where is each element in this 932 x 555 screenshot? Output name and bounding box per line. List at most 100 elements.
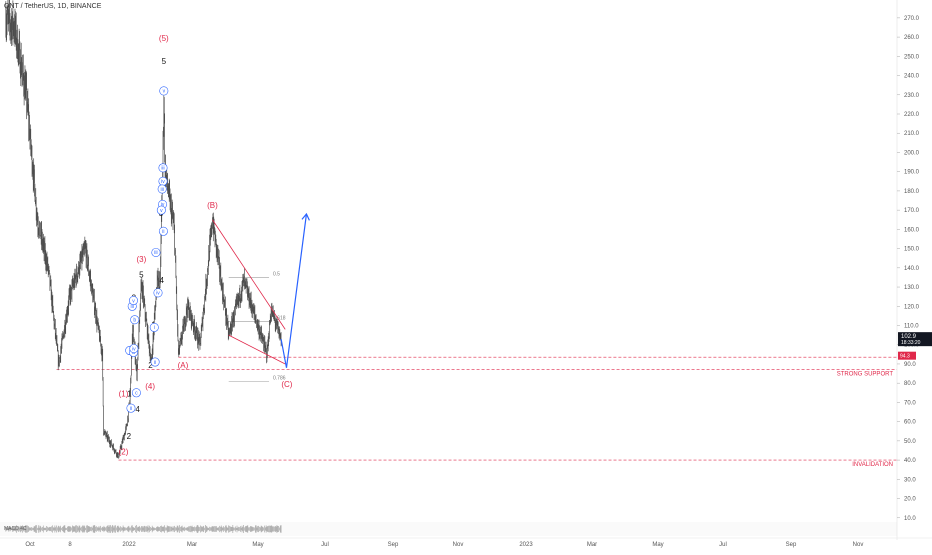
circled-wave-label: iii (154, 250, 157, 256)
wedge-line (212, 219, 286, 330)
circled-wave-label: iv (132, 346, 136, 352)
y-tick-label: 190.0 (904, 170, 920, 176)
x-tick-label: Nov (853, 542, 864, 548)
x-tick-label: Jul (719, 542, 727, 548)
circled-wave-label: iii (160, 187, 163, 193)
x-tick-label: 8 (68, 542, 72, 548)
y-tick-label: 110.0 (904, 324, 919, 330)
circled-wave-marker (129, 344, 139, 354)
level-label: STRONG SUPPORT (837, 372, 894, 378)
circled-wave-marker (130, 315, 140, 325)
circled-wave-marker (156, 205, 166, 215)
circled-wave-label: iv (161, 179, 165, 185)
circled-wave-label: iii (161, 166, 164, 172)
y-tick-label: 150.0 (904, 247, 920, 253)
wave-label: (C) (281, 380, 292, 389)
circled-wave-label: v (163, 89, 166, 95)
wave-label: (3) (136, 255, 146, 264)
y-tick-label: 220.0 (904, 112, 920, 118)
x-tick-label: Jul (321, 542, 329, 548)
level-label: INVALIDATION (852, 462, 893, 468)
wave-label: (2) (119, 447, 129, 456)
wave-label: (1) (119, 390, 129, 399)
circled-wave-label: ii (162, 229, 164, 235)
wave-label: (4) (145, 382, 155, 391)
y-tick-label: 200.0 (904, 150, 920, 156)
circled-wave-label: b (133, 318, 136, 324)
circled-wave-marker (131, 388, 141, 398)
y-tick-label: 170.0 (904, 208, 920, 214)
fib-label: 0.786 (273, 375, 286, 381)
circled-wave-marker (149, 322, 159, 332)
x-tick-label: Sep (388, 542, 399, 548)
x-tick-label: May (252, 542, 263, 548)
circled-wave-label: ii (130, 406, 132, 412)
wave-label: 4 (135, 405, 140, 414)
projection-path (280, 213, 308, 368)
y-tick-label: 250.0 (904, 54, 920, 60)
wave-label: (A) (178, 361, 189, 370)
x-tick-label: 2022 (122, 542, 136, 548)
y-tick-label: 70.0 (904, 400, 916, 406)
symbol-header: QNT / TetherUS, 1D, BINANCE (4, 3, 102, 10)
y-tick-label: 260.0 (904, 35, 920, 41)
countdown: 18:33:20 (901, 340, 921, 346)
y-tick-label: 160.0 (904, 227, 920, 233)
y-tick-label: 130.0 (904, 285, 920, 291)
circled-wave-label: iv (161, 202, 165, 208)
circled-wave-label: a (132, 350, 135, 356)
circled-wave-marker (126, 403, 136, 413)
y-tick-label: 30.0 (904, 477, 916, 483)
level-badge (898, 351, 916, 360)
y-tick-label: 90.0 (904, 362, 916, 368)
y-tick-label: 230.0 (904, 93, 920, 99)
circled-wave-label: iii (131, 304, 134, 310)
last-price: 102.9 (901, 334, 917, 340)
circled-wave-marker (151, 247, 161, 257)
circled-wave-marker (157, 184, 167, 194)
fib-label: 0.5 (273, 271, 280, 277)
wave-label: 5 (139, 270, 144, 279)
wave-label: 4 (160, 276, 165, 285)
y-tick-label: 240.0 (904, 74, 920, 80)
macd-pane (0, 522, 897, 536)
y-tick-label: 270.0 (904, 16, 920, 22)
circled-wave-marker (128, 296, 138, 306)
y-tick-label: 60.0 (904, 420, 916, 426)
x-tick-label: Mar (587, 542, 597, 548)
circled-wave-label: ii (154, 360, 156, 366)
y-tick-label: 120.0 (904, 304, 920, 310)
x-tick-label: Oct (25, 542, 35, 548)
x-tick-label: May (652, 542, 663, 548)
circled-wave-marker (150, 357, 160, 367)
last-price-badge (898, 332, 932, 347)
circled-wave-label: v (132, 298, 135, 304)
wave-label: 5 (162, 57, 167, 66)
circled-wave-marker (153, 288, 163, 298)
circled-wave-marker (159, 86, 169, 96)
wave-label: (B) (207, 201, 218, 210)
x-tick-label: 2023 (519, 542, 533, 548)
x-tick-label: Sep (786, 542, 797, 548)
projection-arrowhead (301, 212, 310, 221)
y-tick-label: 20.0 (904, 497, 916, 503)
wave-label: 1 (127, 390, 132, 399)
y-tick-label: 10.0 (904, 516, 916, 522)
y-tick-label: 140.0 (904, 266, 920, 272)
wave-label: 2 (148, 361, 153, 370)
circled-wave-label: iv (156, 291, 160, 297)
fib-label: 0.618 (273, 316, 286, 322)
y-tick-label: 180.0 (904, 189, 920, 195)
indicator-label: MACD 4C (4, 526, 27, 532)
wave-label: 2 (127, 432, 132, 441)
y-tick-label: 50.0 (904, 439, 916, 445)
circled-wave-label: i (154, 325, 155, 331)
circled-wave-label: c (135, 391, 138, 397)
y-tick-label: 80.0 (904, 381, 916, 387)
circled-wave-label: v (160, 208, 163, 214)
circled-wave-marker (158, 163, 168, 173)
x-tick-label: Nov (453, 542, 464, 548)
circled-wave-marker (158, 226, 168, 236)
